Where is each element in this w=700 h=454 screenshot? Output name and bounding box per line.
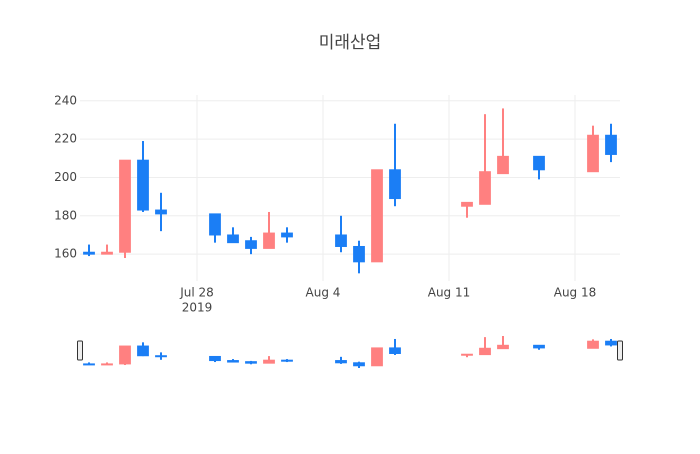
candle-body <box>83 251 95 255</box>
candle-body <box>101 363 113 366</box>
candle-body <box>137 345 149 357</box>
candle-body <box>155 209 167 215</box>
candle-body <box>155 355 167 358</box>
candle-body <box>479 347 491 356</box>
candle-body <box>371 347 383 367</box>
candle-body <box>605 340 617 346</box>
candle-body <box>371 169 383 263</box>
y-tick-label: 220 <box>54 132 77 146</box>
candle-body <box>497 155 509 175</box>
y-tick-label: 180 <box>54 208 77 222</box>
candle-body <box>479 171 491 205</box>
candle-body <box>533 344 545 349</box>
x-year-label: 2019 <box>182 301 213 315</box>
chart-title: 미래산업 <box>319 33 382 53</box>
candle-body <box>605 134 617 155</box>
candle-body <box>353 245 365 263</box>
candle-body <box>497 344 509 350</box>
candle-body <box>389 347 401 354</box>
candle-body <box>263 359 275 364</box>
candle-body <box>461 353 473 356</box>
y-tick-label: 200 <box>54 170 77 184</box>
candle-body <box>137 159 149 211</box>
x-tick-label: Aug 4 <box>306 286 341 300</box>
candle-body <box>587 134 599 173</box>
candle-body <box>281 232 293 238</box>
range-handle[interactable] <box>617 340 623 361</box>
x-tick-label: Aug 11 <box>428 286 471 300</box>
candle-body <box>227 234 239 244</box>
candle-body <box>389 169 401 200</box>
candle-body <box>209 213 221 236</box>
candle-body <box>335 360 347 364</box>
y-tick-label: 160 <box>54 247 77 261</box>
candle-body <box>83 363 95 366</box>
candle-body <box>209 355 221 362</box>
range-handle[interactable] <box>77 340 83 361</box>
candle-body <box>281 359 293 362</box>
y-tick-label: 240 <box>54 93 77 107</box>
candle-body <box>263 232 275 249</box>
candle-body <box>335 234 347 247</box>
candle-body <box>587 340 599 349</box>
candle-body <box>245 240 257 249</box>
candle-body <box>533 155 545 171</box>
candle-body <box>245 361 257 364</box>
candle-body <box>119 159 131 253</box>
candle-body <box>119 345 131 365</box>
candle-body <box>353 362 365 367</box>
candle-body <box>101 251 113 255</box>
candle-body <box>227 360 239 363</box>
candle-body <box>461 201 473 207</box>
x-tick-label: Jul 28 <box>179 286 214 300</box>
x-tick-label: Aug 18 <box>554 286 597 300</box>
